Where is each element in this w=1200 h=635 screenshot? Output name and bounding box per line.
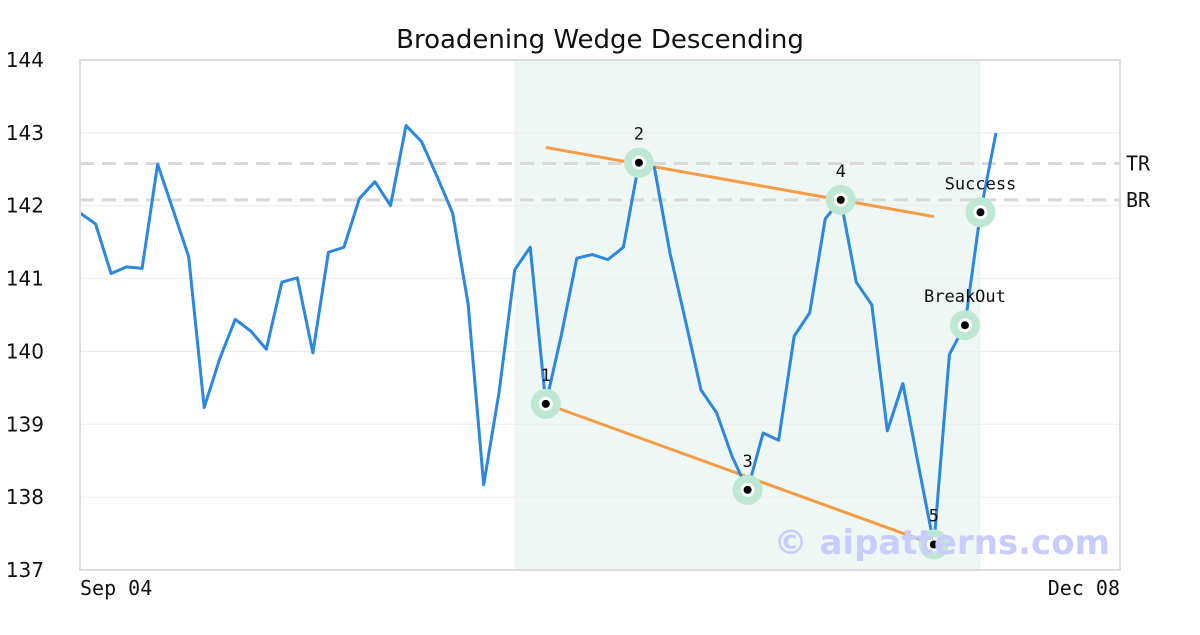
- reference-line-label: BR: [1126, 188, 1151, 212]
- pattern-point-label: 1: [541, 366, 551, 386]
- chart-title: Broadening Wedge Descending: [396, 25, 804, 55]
- y-tick-label: 138: [6, 485, 44, 509]
- watermark: © aipatterns.com: [774, 523, 1110, 563]
- pattern-markers: 1 2 3 4 5: [530, 125, 949, 560]
- pattern-point-label: 4: [836, 162, 846, 182]
- annotation-markers: BreakOut Success: [924, 174, 1017, 341]
- pattern-point: [743, 485, 752, 494]
- y-tick-label: 137: [6, 558, 44, 582]
- pattern-point-label: 3: [742, 452, 752, 472]
- y-tick-label: 141: [6, 267, 44, 291]
- x-tick-label: Dec 08: [1048, 576, 1120, 600]
- pattern-point: [929, 540, 938, 549]
- y-tick-label: 139: [6, 412, 44, 436]
- annotation-point: [976, 208, 985, 217]
- x-axis-ticks: Sep 04 Dec 08: [80, 576, 1120, 600]
- reference-lines: TR BR: [80, 151, 1151, 212]
- pattern-point: [634, 158, 643, 167]
- pattern-point-label: 5: [929, 507, 939, 527]
- y-tick-label: 144: [6, 48, 44, 72]
- y-axis-ticks: 137 138 139 140 141 142 143 144: [6, 48, 44, 582]
- annotation-label: BreakOut: [924, 287, 1006, 307]
- pattern-point: [541, 399, 550, 408]
- annotation-label: Success: [945, 174, 1017, 194]
- trendline: [545, 145, 935, 219]
- reference-line-label: TR: [1126, 151, 1151, 175]
- annotation-point: [960, 321, 969, 330]
- x-tick-label: Sep 04: [80, 576, 152, 600]
- pattern-point-label: 2: [634, 125, 644, 145]
- y-tick-label: 142: [6, 194, 44, 218]
- y-tick-label: 143: [6, 121, 44, 145]
- plot-frame: [79, 59, 1121, 571]
- y-tick-label: 140: [6, 339, 44, 363]
- pattern-point: [836, 195, 845, 204]
